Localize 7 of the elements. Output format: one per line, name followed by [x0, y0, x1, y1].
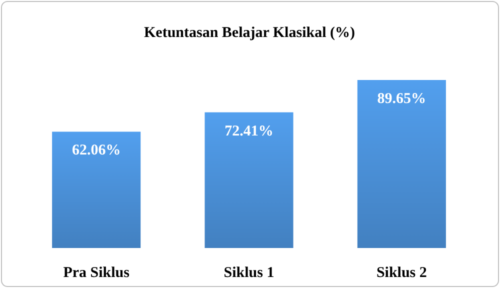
data-label: 72.41% [224, 123, 274, 140]
data-label: 62.06% [72, 142, 121, 159]
chart-title: Ketuntasan Belajar Klasikal (%) [144, 25, 355, 41]
data-label: 89.65% [377, 91, 426, 107]
x-tick-label: Siklus 1 [224, 265, 274, 281]
x-tick-label: Siklus 2 [376, 265, 427, 281]
x-tick-label: Pra Siklus [63, 265, 130, 281]
